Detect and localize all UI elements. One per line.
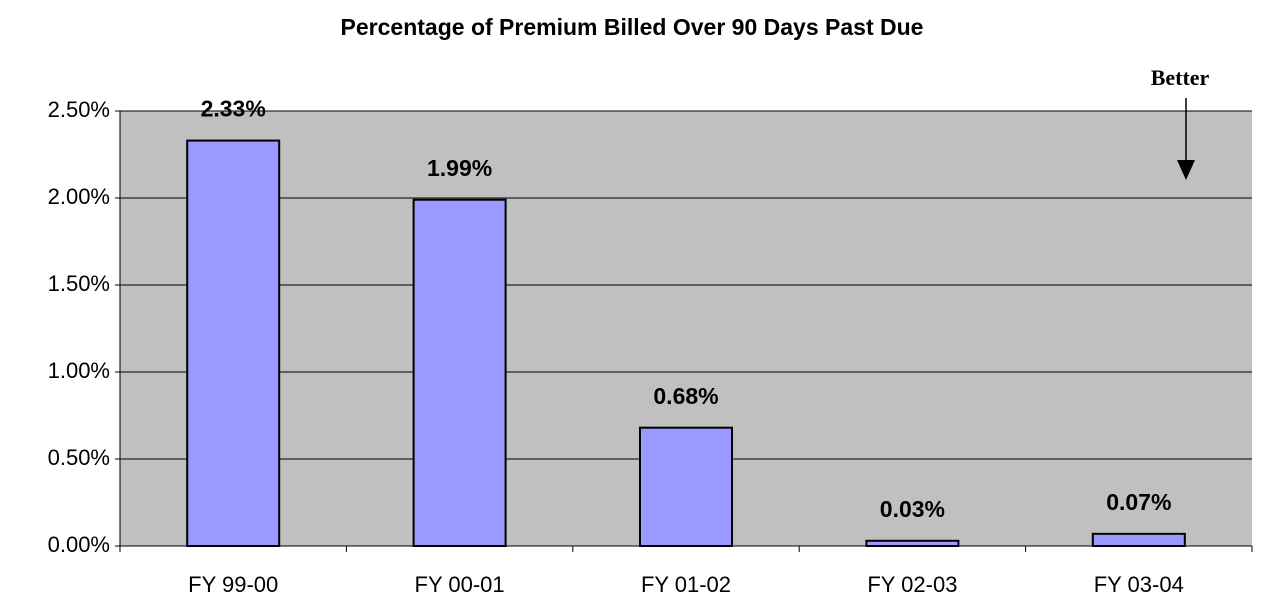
y-tick-label: 1.50% (48, 271, 110, 296)
value-label: 2.33% (201, 96, 266, 122)
y-tick-label: 0.00% (48, 532, 110, 557)
value-label: 0.07% (1106, 489, 1171, 515)
x-tick-label: FY 00-01 (415, 572, 505, 597)
bar (1091, 532, 1186, 548)
value-label: 1.99% (427, 155, 492, 181)
x-tick-label: FY 01-02 (641, 572, 731, 597)
y-tick-label: 2.00% (48, 184, 110, 209)
chart-title: Percentage of Premium Billed Over 90 Day… (341, 14, 924, 40)
value-label: 0.68% (653, 383, 718, 409)
y-tick-label: 2.50% (48, 97, 110, 122)
y-tick-label: 1.00% (48, 358, 110, 383)
annotation: Better (1151, 65, 1210, 90)
bar (412, 198, 507, 548)
y-tick-label: 0.50% (48, 445, 110, 470)
x-tick-label: FY 03-04 (1094, 572, 1184, 597)
bar (865, 539, 960, 548)
x-tick-label: FY 99-00 (188, 572, 278, 597)
bar (639, 426, 733, 547)
x-tick-label: FY 02-03 (867, 572, 957, 597)
bar (186, 139, 281, 548)
arrow-head (1177, 160, 1195, 180)
value-label: 0.03% (880, 496, 945, 522)
